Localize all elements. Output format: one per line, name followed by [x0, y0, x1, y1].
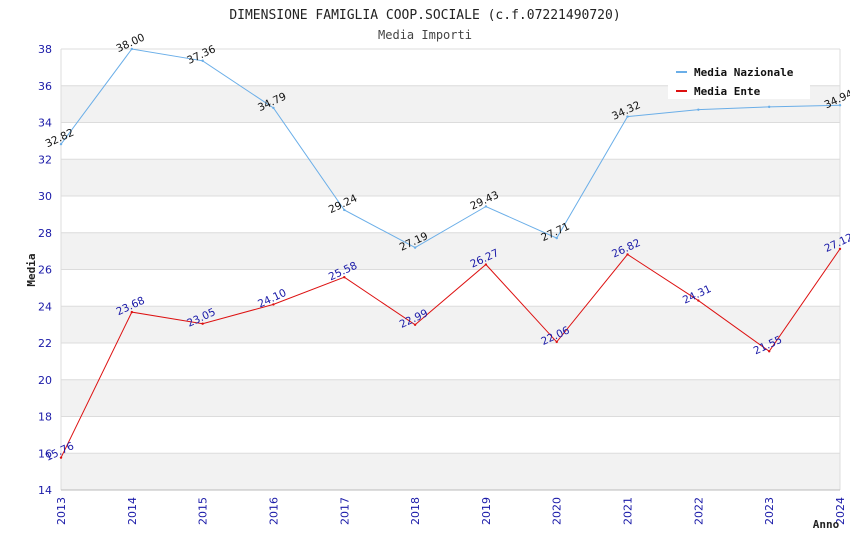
legend-box: [668, 59, 810, 99]
data-point: [130, 47, 134, 51]
x-tick-label: 2015: [197, 497, 210, 525]
legend: Media Nazionale Media Ente: [668, 59, 810, 99]
data-point: [272, 303, 275, 306]
x-tick-label: 2018: [409, 497, 422, 525]
data-point: [838, 104, 842, 107]
data-point: [130, 310, 134, 314]
y-tick-label: 22: [38, 337, 52, 350]
x-tick-label: 2024: [834, 497, 847, 525]
grid-lines: [60, 48, 841, 491]
x-tick-label: 2021: [622, 497, 635, 525]
data-point: [201, 322, 204, 325]
data-point: [555, 236, 558, 240]
y-tick-label: 24: [38, 300, 52, 313]
data-point: [413, 323, 417, 327]
y-tick-label: 38: [38, 43, 52, 56]
data-point: [555, 340, 558, 344]
data-point: [59, 142, 63, 146]
data-point: [697, 299, 700, 302]
y-tick-label: 20: [38, 374, 52, 387]
data-point: [413, 246, 417, 249]
series-layer: [59, 47, 842, 459]
legend-label: Media Ente: [694, 85, 761, 98]
y-tick-label: 26: [38, 264, 52, 277]
data-point: [484, 263, 488, 266]
data-point: [343, 208, 346, 212]
x-tick-label: 2017: [338, 497, 351, 525]
x-tick-label: 2013: [55, 497, 68, 525]
x-tick-label: 2014: [126, 497, 139, 525]
data-point: [201, 59, 204, 62]
x-tick-label: 2016: [267, 497, 280, 525]
data-point: [626, 253, 629, 256]
legend-label: Media Nazionale: [694, 66, 794, 79]
grid-band: [61, 232, 840, 270]
data-point: [838, 247, 842, 251]
grid-band: [61, 159, 840, 196]
y-tick-label: 28: [38, 227, 52, 240]
y-tick-label: 36: [38, 80, 52, 93]
grid-band: [61, 453, 840, 490]
x-tick-label: 2020: [551, 497, 564, 525]
grid-band: [61, 306, 840, 343]
series-line-2: [60, 248, 841, 458]
chart-title: DIMENSIONE FAMIGLIA COOP.SOCIALE (c.f.07…: [229, 8, 620, 23]
data-point: [626, 115, 629, 118]
y-tick-label: 34: [38, 117, 52, 130]
chart-subtitle: Media Importi: [378, 28, 472, 42]
x-axis: 2013 2014 2015 2016 2017 2018 2019 2020 2021 2022…: [55, 497, 847, 525]
y-tick-label: 16: [38, 447, 52, 460]
data-point: [59, 456, 63, 459]
y-tick-label: 14: [38, 484, 52, 497]
data-point: [484, 205, 488, 208]
data-point: [343, 276, 346, 279]
data-point: [697, 108, 700, 111]
y-tick-label: 30: [38, 190, 52, 203]
x-tick-label: 2019: [480, 497, 493, 525]
x-tick-label: 2022: [692, 497, 705, 525]
y-axis-label: Media: [25, 253, 38, 286]
grid-band: [61, 379, 840, 417]
data-point: [767, 350, 771, 353]
y-tick-label: 18: [38, 411, 52, 424]
x-tick-label: 2023: [763, 497, 776, 525]
data-point: [767, 105, 771, 109]
y-axis: 14 16 18 20 22 24 26 28 30 32 34 36 38: [38, 43, 52, 497]
data-point: [272, 106, 275, 110]
y-tick-label: 32: [38, 153, 52, 166]
x-axis-label: Anno: [813, 518, 840, 531]
series-line-1: [60, 48, 841, 249]
